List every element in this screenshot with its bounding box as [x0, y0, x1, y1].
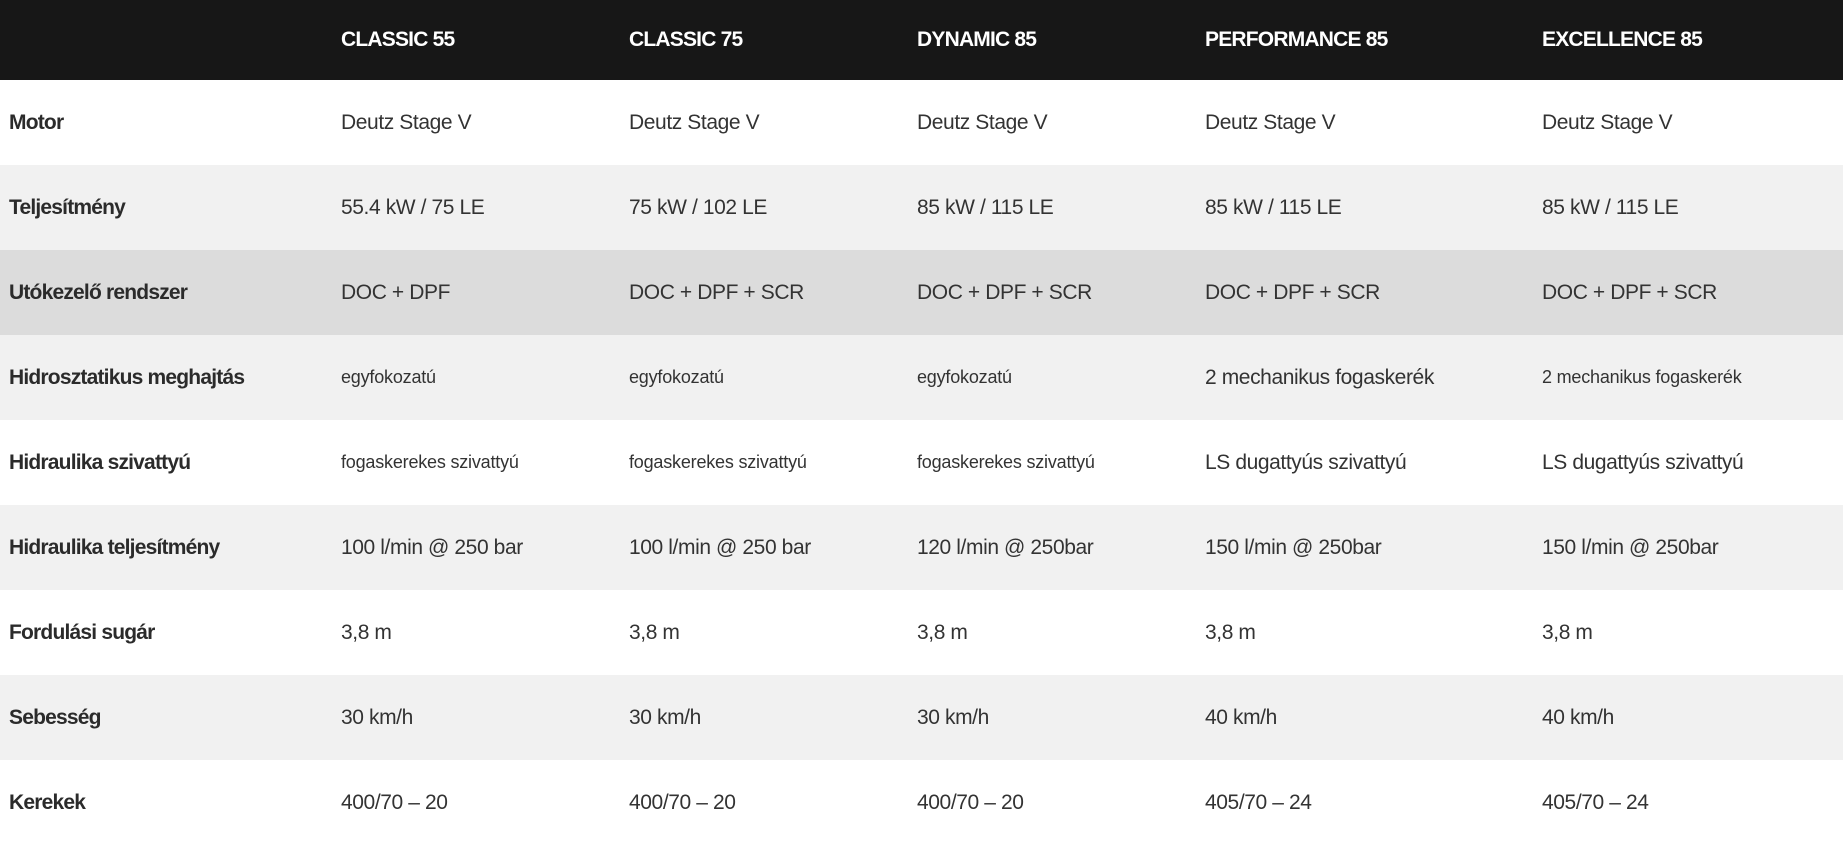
table-cell: 2 mechanikus fogaskerék — [1205, 365, 1434, 389]
table-cell: 400/70 – 20 — [629, 790, 736, 814]
table-cell: fogaskerekes szivattyú — [629, 452, 807, 472]
table-cell: 405/70 – 24 — [1205, 790, 1312, 814]
header-performance-85: PERFORMANCE 85 — [1205, 28, 1388, 51]
table-cell: 3,8 m — [1205, 620, 1256, 644]
table-cell: Deutz Stage V — [917, 110, 1048, 134]
table-cell: 30 km/h — [917, 705, 989, 729]
table-row: Fordulási sugár 3,8 m 3,8 m 3,8 m 3,8 m 3,8 m — [0, 590, 1843, 675]
table-cell: 150 l/min @ 250bar — [1205, 535, 1382, 559]
header-classic-55: CLASSIC 55 — [341, 28, 455, 51]
table-cell: 3,8 m — [1542, 620, 1593, 644]
table-row: Hidraulika teljesítmény 100 l/min @ 250 b… — [0, 505, 1843, 590]
table-row: Hidraulika szivattyú fogaskerekes szivatt… — [0, 420, 1843, 505]
table-cell: 85 kW / 115 LE — [1542, 195, 1679, 219]
table-cell: DOC + DPF — [341, 280, 450, 304]
row-label: Sebesség — [9, 705, 101, 729]
table-cell: 100 l/min @ 250 bar — [629, 535, 811, 559]
table-cell: 3,8 m — [917, 620, 968, 644]
table-row: Teljesítmény 55.4 kW / 75 LE 75 kW / 102 L… — [0, 165, 1843, 250]
table-cell: LS dugattyús szivattyú — [1205, 450, 1407, 474]
table-row: Utókezelő rendszer DOC + DPF DOC + DPF + S… — [0, 250, 1843, 335]
row-label: Kerekek — [9, 790, 86, 814]
table-cell: Deutz Stage V — [1205, 110, 1336, 134]
row-label: Motor — [9, 110, 64, 134]
table-cell: 30 km/h — [629, 705, 701, 729]
table-row: Motor Deutz Stage V Deutz Stage V Deutz Sta… — [0, 80, 1843, 165]
row-label: Utókezelő rendszer — [9, 280, 188, 304]
table-cell: DOC + DPF + SCR — [1542, 280, 1717, 304]
header-classic-75: CLASSIC 75 — [629, 28, 743, 51]
table-cell: egyfokozatú — [629, 367, 724, 387]
table-cell: 30 km/h — [341, 705, 413, 729]
table-cell: Deutz Stage V — [341, 110, 472, 134]
table-row: Sebesség 30 km/h 30 km/h 30 km/h 40 km/h 40 k… — [0, 675, 1843, 760]
table-cell: 85 kW / 115 LE — [917, 195, 1054, 219]
table-cell: LS dugattyús szivattyú — [1542, 450, 1744, 474]
table-cell: egyfokozatú — [917, 367, 1012, 387]
table-cell: 405/70 – 24 — [1542, 790, 1649, 814]
row-label: Hidrosztatikus meghajtás — [9, 365, 245, 389]
table-cell: 75 kW / 102 LE — [629, 195, 767, 219]
row-label: Hidraulika teljesítmény — [9, 535, 220, 559]
table-cell: fogaskerekes szivattyú — [917, 452, 1095, 472]
table-cell: DOC + DPF + SCR — [917, 280, 1092, 304]
table-row: Hidrosztatikus meghajtás egyfokozatú egyfo… — [0, 335, 1843, 420]
table-cell: fogaskerekes szivattyú — [341, 452, 519, 472]
row-label: Teljesítmény — [9, 195, 126, 219]
table-row: Kerekek 400/70 – 20 400/70 – 20 400/70 – 20… — [0, 760, 1843, 845]
header-dynamic-85: DYNAMIC 85 — [917, 28, 1037, 51]
table-cell: Deutz Stage V — [629, 110, 760, 134]
table-cell: 3,8 m — [629, 620, 680, 644]
table-cell: DOC + DPF + SCR — [629, 280, 804, 304]
table-cell: 40 km/h — [1205, 705, 1277, 729]
header-excellence-85: EXCELLENCE 85 — [1542, 28, 1703, 51]
table-cell: 3,8 m — [341, 620, 392, 644]
table-cell: 120 l/min @ 250bar — [917, 535, 1094, 559]
table-cell: 100 l/min @ 250 bar — [341, 535, 523, 559]
table-cell: egyfokozatú — [341, 367, 436, 387]
row-label: Hidraulika szivattyú — [9, 450, 191, 474]
table-cell: Deutz Stage V — [1542, 110, 1673, 134]
header-row: CLASSIC 55 CLASSIC 75 DYNAMIC 85 PERFORM… — [0, 0, 1843, 80]
table-cell: 400/70 – 20 — [341, 790, 448, 814]
table-cell: 400/70 – 20 — [917, 790, 1024, 814]
header-empty — [0, 0, 341, 80]
table-cell: 55.4 kW / 75 LE — [341, 195, 485, 219]
table-cell: 150 l/min @ 250bar — [1542, 535, 1719, 559]
table-cell: 40 km/h — [1542, 705, 1614, 729]
row-label: Fordulási sugár — [9, 620, 155, 644]
table-cell: 85 kW / 115 LE — [1205, 195, 1342, 219]
table-cell: DOC + DPF + SCR — [1205, 280, 1380, 304]
table-cell: 2 mechanikus fogaskerék — [1542, 367, 1742, 387]
